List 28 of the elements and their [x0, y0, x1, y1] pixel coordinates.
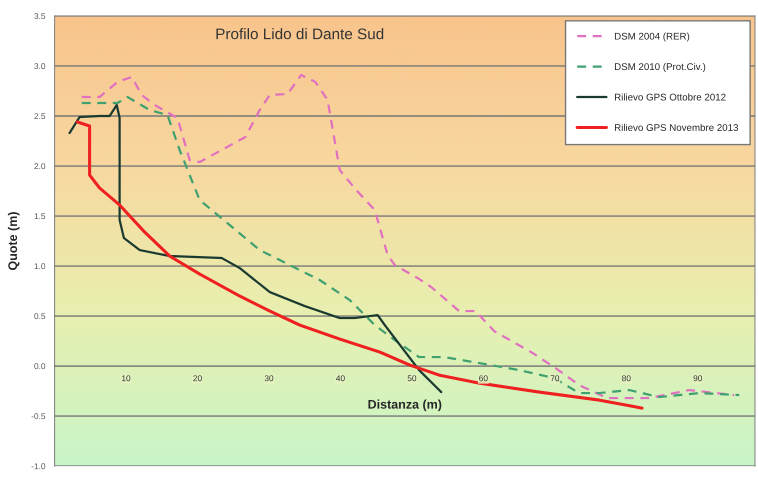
- x-tick-label: 50: [408, 375, 416, 382]
- legend-label: DSM 2010 (Prot.Civ.): [614, 62, 706, 72]
- y-tick-label: 0.5: [34, 313, 46, 320]
- y-tick-label: 3.5: [34, 13, 46, 20]
- x-tick-label: 20: [193, 375, 202, 382]
- y-tick-label: 1.0: [34, 263, 46, 270]
- legend-label: Rilievo GPS Novembre 2013: [614, 124, 738, 131]
- y-tick-label: 3.0: [34, 63, 46, 70]
- line-series: [68, 104, 442, 394]
- line-series: [76, 120, 644, 410]
- x-tick-label: 60: [479, 375, 488, 382]
- legend-label: DSM 2004 (RER): [614, 32, 690, 42]
- y-tick-label: 2.0: [34, 163, 46, 170]
- y-tick-label: -1.0: [32, 463, 46, 470]
- x-tick-label: 30: [264, 375, 274, 382]
- text: Profilo Lido di Dante Sud: [216, 28, 384, 40]
- x-axis-title: Distanza (m): [368, 400, 442, 412]
- x-tick-label: 10: [122, 375, 130, 382]
- x-tick-label: 70: [550, 375, 560, 382]
- x-tick-label: 80: [622, 375, 631, 382]
- y-tick-label: 2.5: [34, 113, 46, 120]
- y-tick-label: 0.0: [34, 363, 46, 370]
- y-tick-label: -0.5: [32, 413, 46, 420]
- x-tick-label: 40: [336, 375, 345, 382]
- x-tick-label: 90: [694, 375, 702, 382]
- y-tick-label: 1.5: [34, 213, 46, 220]
- y-axis-title: Quote (m): [8, 212, 20, 270]
- legend-label: Rilievo GPS Ottobre 2012: [614, 93, 726, 101]
